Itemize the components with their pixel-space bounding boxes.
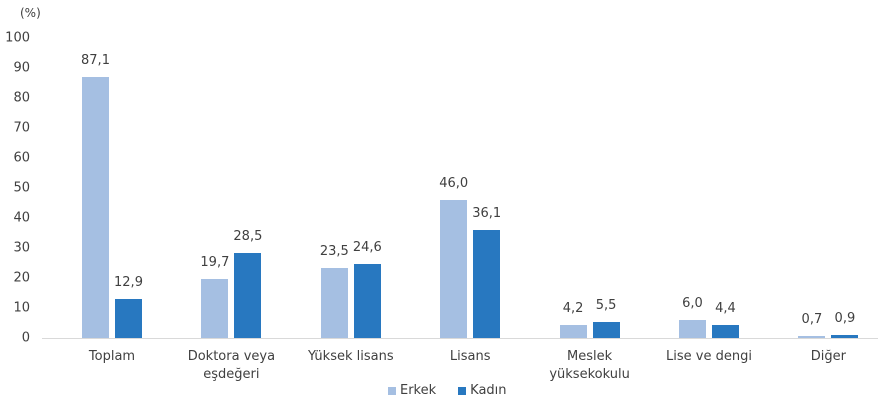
bar-erkek	[798, 335, 826, 338]
data-label: 4,4	[715, 300, 736, 316]
data-label: 0,7	[801, 311, 823, 327]
category-label-line: Diğer	[810, 349, 846, 364]
data-label: 0,9	[834, 311, 856, 327]
y-tick-label: 30	[13, 240, 30, 256]
category-label: Toplam	[53, 348, 171, 366]
data-label: 28,5	[233, 228, 263, 244]
y-tick-label: 10	[13, 300, 30, 316]
y-tick-label: 100	[5, 30, 30, 46]
y-tick-label: 90	[13, 60, 30, 76]
category-label: Yüksek lisans	[292, 348, 410, 366]
category-label: Lisans	[411, 348, 529, 366]
data-label: 46,0	[439, 176, 469, 191]
category-label-line: yüksekokulu	[549, 367, 630, 382]
legend-swatch-icon	[388, 386, 396, 395]
bar-kadın	[592, 321, 620, 338]
category-label-line: Yüksek lisans	[307, 349, 394, 364]
legend-item-erkek: Erkek	[388, 383, 436, 398]
y-axis-unit: (%)	[20, 6, 41, 20]
category-label: Lise ve dengi	[650, 348, 768, 366]
y-tick-label: 20	[13, 270, 30, 286]
category-label: Meslek yüksekokulu	[531, 348, 649, 384]
bar-kadın	[115, 299, 142, 338]
y-tick-label: 60	[13, 150, 30, 166]
x-axis-line	[42, 338, 878, 339]
category-label-line: Lisans	[449, 349, 491, 364]
data-label: 36,1	[472, 205, 502, 221]
bar-erkek	[320, 267, 348, 338]
category-label: Diğer	[769, 348, 887, 366]
category-label-line: Meslek	[567, 349, 613, 364]
bar-kadın	[234, 252, 262, 338]
data-label: 87,1	[81, 52, 110, 68]
data-label: 19,7	[200, 254, 230, 270]
category-label-line: Lise ve dengi	[666, 349, 752, 364]
bar-erkek	[82, 76, 109, 338]
data-label: 12,9	[114, 275, 143, 291]
y-tick-label: 0	[21, 330, 30, 346]
bar-erkek	[679, 320, 706, 338]
bar-kadın	[712, 324, 739, 338]
bar-kadın	[473, 229, 501, 338]
bar-erkek	[201, 278, 229, 338]
data-label: 23,5	[319, 243, 349, 259]
data-label: 24,6	[352, 240, 382, 256]
category-label: Doktora veya eşdeğeri	[172, 348, 290, 384]
legend-label: Kadın	[470, 383, 507, 398]
y-tick-label: 70	[13, 120, 30, 136]
legend-item-kadın: Kadın	[458, 383, 507, 398]
bar-erkek	[440, 200, 468, 338]
y-tick-label: 40	[13, 210, 30, 226]
y-tick-label: 50	[13, 180, 30, 196]
bar-kadın	[831, 335, 859, 338]
category-label-line: Toplam	[88, 349, 136, 364]
bar-kadın	[353, 264, 381, 338]
bar-erkek	[559, 325, 587, 338]
category-label-line: Doktora veya	[187, 349, 276, 364]
data-label: 4,2	[562, 301, 584, 317]
legend-swatch-icon	[458, 386, 467, 395]
legend: Erkek Kadın	[388, 383, 507, 398]
data-label: 5,5	[595, 297, 617, 313]
y-tick-label: 80	[13, 90, 30, 106]
legend-label: Erkek	[400, 383, 437, 398]
category-label-line: eşdeğeri	[203, 367, 260, 382]
data-label: 6,0	[682, 296, 703, 311]
